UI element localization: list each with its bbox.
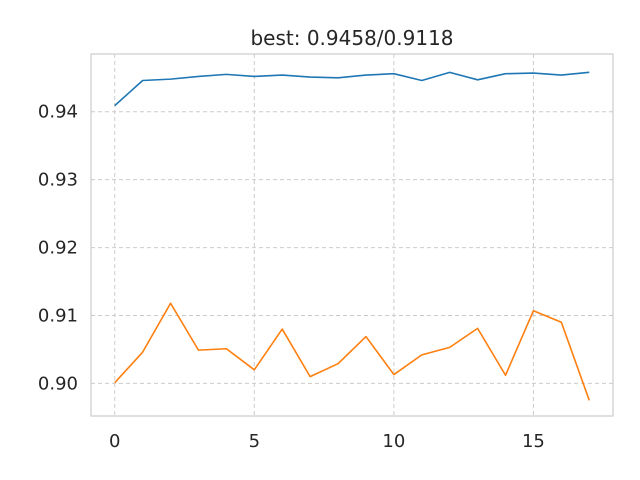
x-tick-label: 5: [249, 431, 260, 452]
x-tick-label: 0: [109, 431, 120, 452]
grid-lines: [91, 54, 613, 416]
y-axis-ticks: 0.90 0.91 0.92 0.93 0.94: [38, 102, 78, 395]
y-tick-label: 0.93: [38, 170, 78, 191]
series-2: [114, 302, 591, 401]
y-tick-label: 0.91: [38, 305, 78, 326]
series-line: [114, 302, 591, 401]
series-1: [114, 71, 590, 107]
y-tick-label: 0.90: [38, 373, 78, 394]
y-tick-label: 0.94: [38, 102, 78, 123]
x-tick-label: 15: [522, 431, 545, 452]
chart-title: best: 0.9458/0.9118: [250, 26, 453, 50]
x-tick-label: 10: [382, 431, 405, 452]
plot-frame: [90, 53, 614, 417]
series-lines: [114, 71, 591, 401]
x-axis-ticks: 0 5 10 15: [109, 431, 545, 452]
y-tick-label: 0.92: [38, 238, 78, 259]
series-line: [114, 71, 590, 107]
